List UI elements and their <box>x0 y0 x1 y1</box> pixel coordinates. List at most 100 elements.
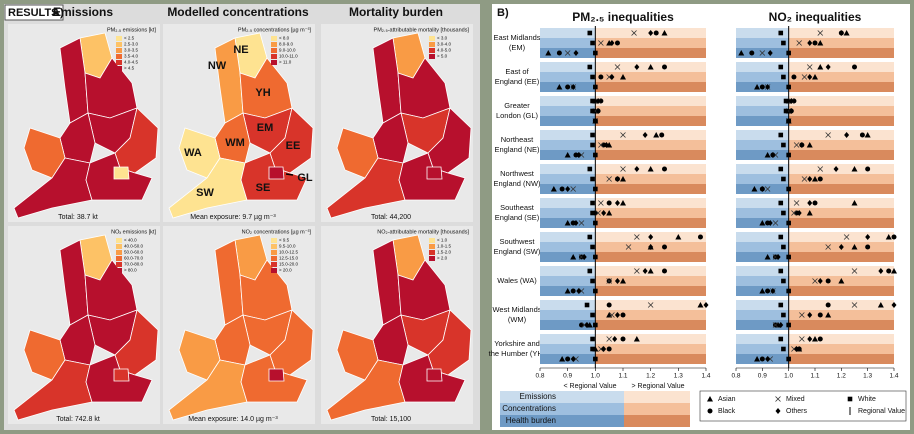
legend-swatch <box>116 250 122 255</box>
marker-cross <box>817 30 824 36</box>
legend-label: 10.0-12.5 <box>279 250 299 255</box>
marker-circle <box>891 234 897 240</box>
cross-stroke <box>825 244 831 250</box>
marker-cross <box>799 336 805 342</box>
marker-square <box>847 396 853 402</box>
band-below <box>540 198 596 208</box>
marker-cross <box>570 186 576 192</box>
marker-circle <box>570 220 576 226</box>
marker-square <box>778 64 784 70</box>
marker-circle <box>825 278 831 284</box>
marker-square <box>590 312 595 318</box>
marker-circle <box>812 200 818 206</box>
marker-cross <box>609 312 615 318</box>
cross-stroke <box>631 30 637 36</box>
marker-circle <box>697 234 703 240</box>
band-below <box>736 130 789 140</box>
band-above <box>788 266 894 276</box>
band-above <box>788 48 894 58</box>
cross-stroke <box>806 64 813 70</box>
band-above <box>595 82 706 92</box>
legend-label: > 2.0 <box>437 256 448 261</box>
marker-diamond <box>807 336 813 342</box>
marker-cross <box>775 396 781 402</box>
marker-square <box>781 278 786 284</box>
marker-triangle <box>653 132 660 138</box>
legend-label: < 8.0 <box>279 36 290 41</box>
band-above <box>595 184 706 194</box>
legend-above <box>624 391 690 403</box>
legend-row-label: Emissions <box>520 392 556 401</box>
marker-circle <box>791 74 797 80</box>
marker-diamond <box>817 278 823 284</box>
cross-stroke <box>793 142 800 148</box>
marker-square <box>778 336 784 342</box>
category-label: Wales (WA) <box>497 276 537 285</box>
marker-diamond <box>601 346 607 352</box>
marker-triangle <box>812 74 818 80</box>
legend-label: 3.0-3.5 <box>124 48 139 53</box>
legend-swatch <box>116 262 122 267</box>
x-tick-label: 0.9 <box>758 373 767 380</box>
cross-stroke <box>812 278 818 284</box>
marker-circle <box>606 200 612 206</box>
category-label: (EM) <box>509 43 526 52</box>
marker-square <box>593 50 598 56</box>
marker-circle <box>759 356 765 362</box>
region-label: SE <box>256 182 271 194</box>
band-below <box>540 266 596 276</box>
marker-legend-box <box>699 390 907 422</box>
marker-triangle <box>754 84 761 90</box>
band-below <box>540 232 596 242</box>
legend-title: NOₓ emissions [kt] <box>111 229 156 235</box>
marker-circle <box>662 268 667 274</box>
marker-triangle <box>812 176 818 182</box>
marker-cross <box>625 244 632 250</box>
band-below <box>736 276 789 286</box>
marker-square <box>781 40 786 46</box>
legend-label: Regional Value <box>858 408 905 415</box>
band-above <box>788 38 894 48</box>
band-above <box>595 286 706 296</box>
marker-square <box>778 200 784 206</box>
marker-triangle <box>817 40 824 46</box>
marker-square <box>783 108 789 114</box>
marker-triangle <box>851 200 858 206</box>
legend-label: > 4.5 <box>124 66 135 71</box>
band-below <box>540 208 596 218</box>
marker-circle <box>614 40 620 46</box>
band-above <box>788 62 894 72</box>
region-label: NE <box>233 44 248 56</box>
marker-cross <box>578 220 585 226</box>
marker-diamond <box>788 108 794 114</box>
marker-circle <box>620 336 626 342</box>
legend-swatch <box>429 42 435 47</box>
band-below <box>736 198 789 208</box>
marker-triangle <box>759 220 766 226</box>
marker-diamond <box>807 176 813 182</box>
band-above <box>595 218 706 228</box>
region-label: EE <box>286 140 301 152</box>
band-above <box>788 82 894 92</box>
cross-stroke <box>620 166 626 172</box>
legend-above-label: > Regional Value <box>632 383 685 390</box>
chart-title: PM₂.₅ inequalities <box>572 10 674 24</box>
cross-stroke <box>775 396 781 402</box>
marker-triangle <box>661 30 668 36</box>
marker-cross <box>796 40 802 46</box>
legend-swatch <box>271 48 277 53</box>
marker-diamond <box>807 312 813 318</box>
band-below <box>540 106 596 116</box>
legend-below <box>500 415 624 427</box>
marker-square <box>587 166 593 172</box>
band-above <box>788 344 894 354</box>
cross-stroke <box>614 64 621 70</box>
region <box>113 166 130 180</box>
marker-square <box>786 50 791 56</box>
band-below <box>540 130 596 140</box>
marker-circle <box>765 288 771 294</box>
marker-triangle <box>550 186 557 192</box>
marker-diamond <box>576 288 582 294</box>
marker-square <box>590 108 595 114</box>
marker-diamond <box>844 132 850 138</box>
